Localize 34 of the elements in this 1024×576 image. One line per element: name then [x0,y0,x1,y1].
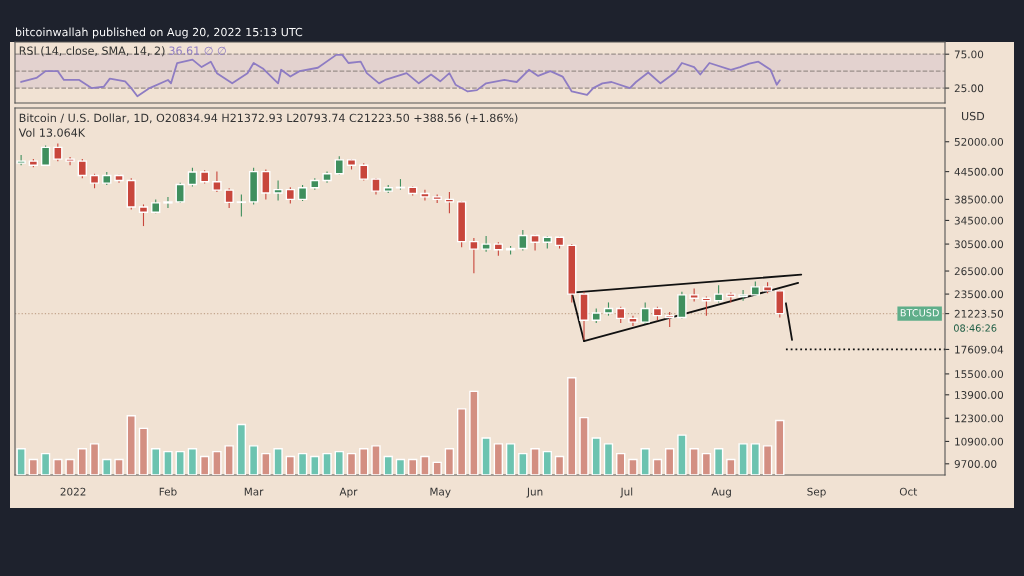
y-tick-label: 17609.04 [955,345,1004,354]
y-tick-label: 26500.00 [954,267,1004,276]
x-tick-label: Apr [339,487,358,498]
x-tick-label: Oct [899,487,918,496]
chart-title: Bitcoin / U.S. Dollar, 1D, O20834.94 H21372.93 L20793.74 C21223.50 +388.56 (+1.86%) [19,113,518,124]
x-tick-label: Aug [711,487,731,498]
y-tick-label: 10900.00 [955,437,1004,446]
annotation: Vol 13.064K [18,128,86,137]
y-tick-label: 52000.00 [954,137,1004,146]
y-tick-label: 15500.00 [955,370,1004,379]
text: 08:46:26 [953,324,997,332]
x-tick-label: Sep [807,487,826,498]
annotation: BTCUSD [900,309,939,317]
y-tick-label: 12300.00 [955,414,1004,423]
y-axis-title: USD [961,111,985,121]
y-tick-label: 38500.00 [954,195,1004,204]
y-tick-label: 9700.00 [954,460,997,468]
chart-title: RSI (14, close, SMA, 14, 2) [19,46,165,57]
x-tick-label: Jun [526,487,543,498]
annotation: 36.61 ∅ ∅ [169,46,226,55]
y-tick-label: 23500.00 [954,290,1004,299]
x-tick-label: May [430,487,451,498]
y-tick-label: 30500.00 [954,240,1004,249]
x-tick-label: 2022 [60,487,86,496]
x-tick-label: Mar [244,487,264,496]
x-tick-label: Jul [620,487,633,498]
y-tick-label: 25.00 [954,84,984,93]
text: bitcoinwallah published on Aug 20, 2022 15:13 UTC [16,27,303,39]
y-tick-label: 44500.00 [954,167,1004,176]
y-tick-label: 21223.50 [954,309,1004,318]
x-tick-label: Feb [159,487,177,496]
y-tick-label: 75.00 [954,50,984,59]
y-tick-label: 13900.00 [955,391,1004,399]
y-tick-label: 34500.00 [954,216,1004,225]
